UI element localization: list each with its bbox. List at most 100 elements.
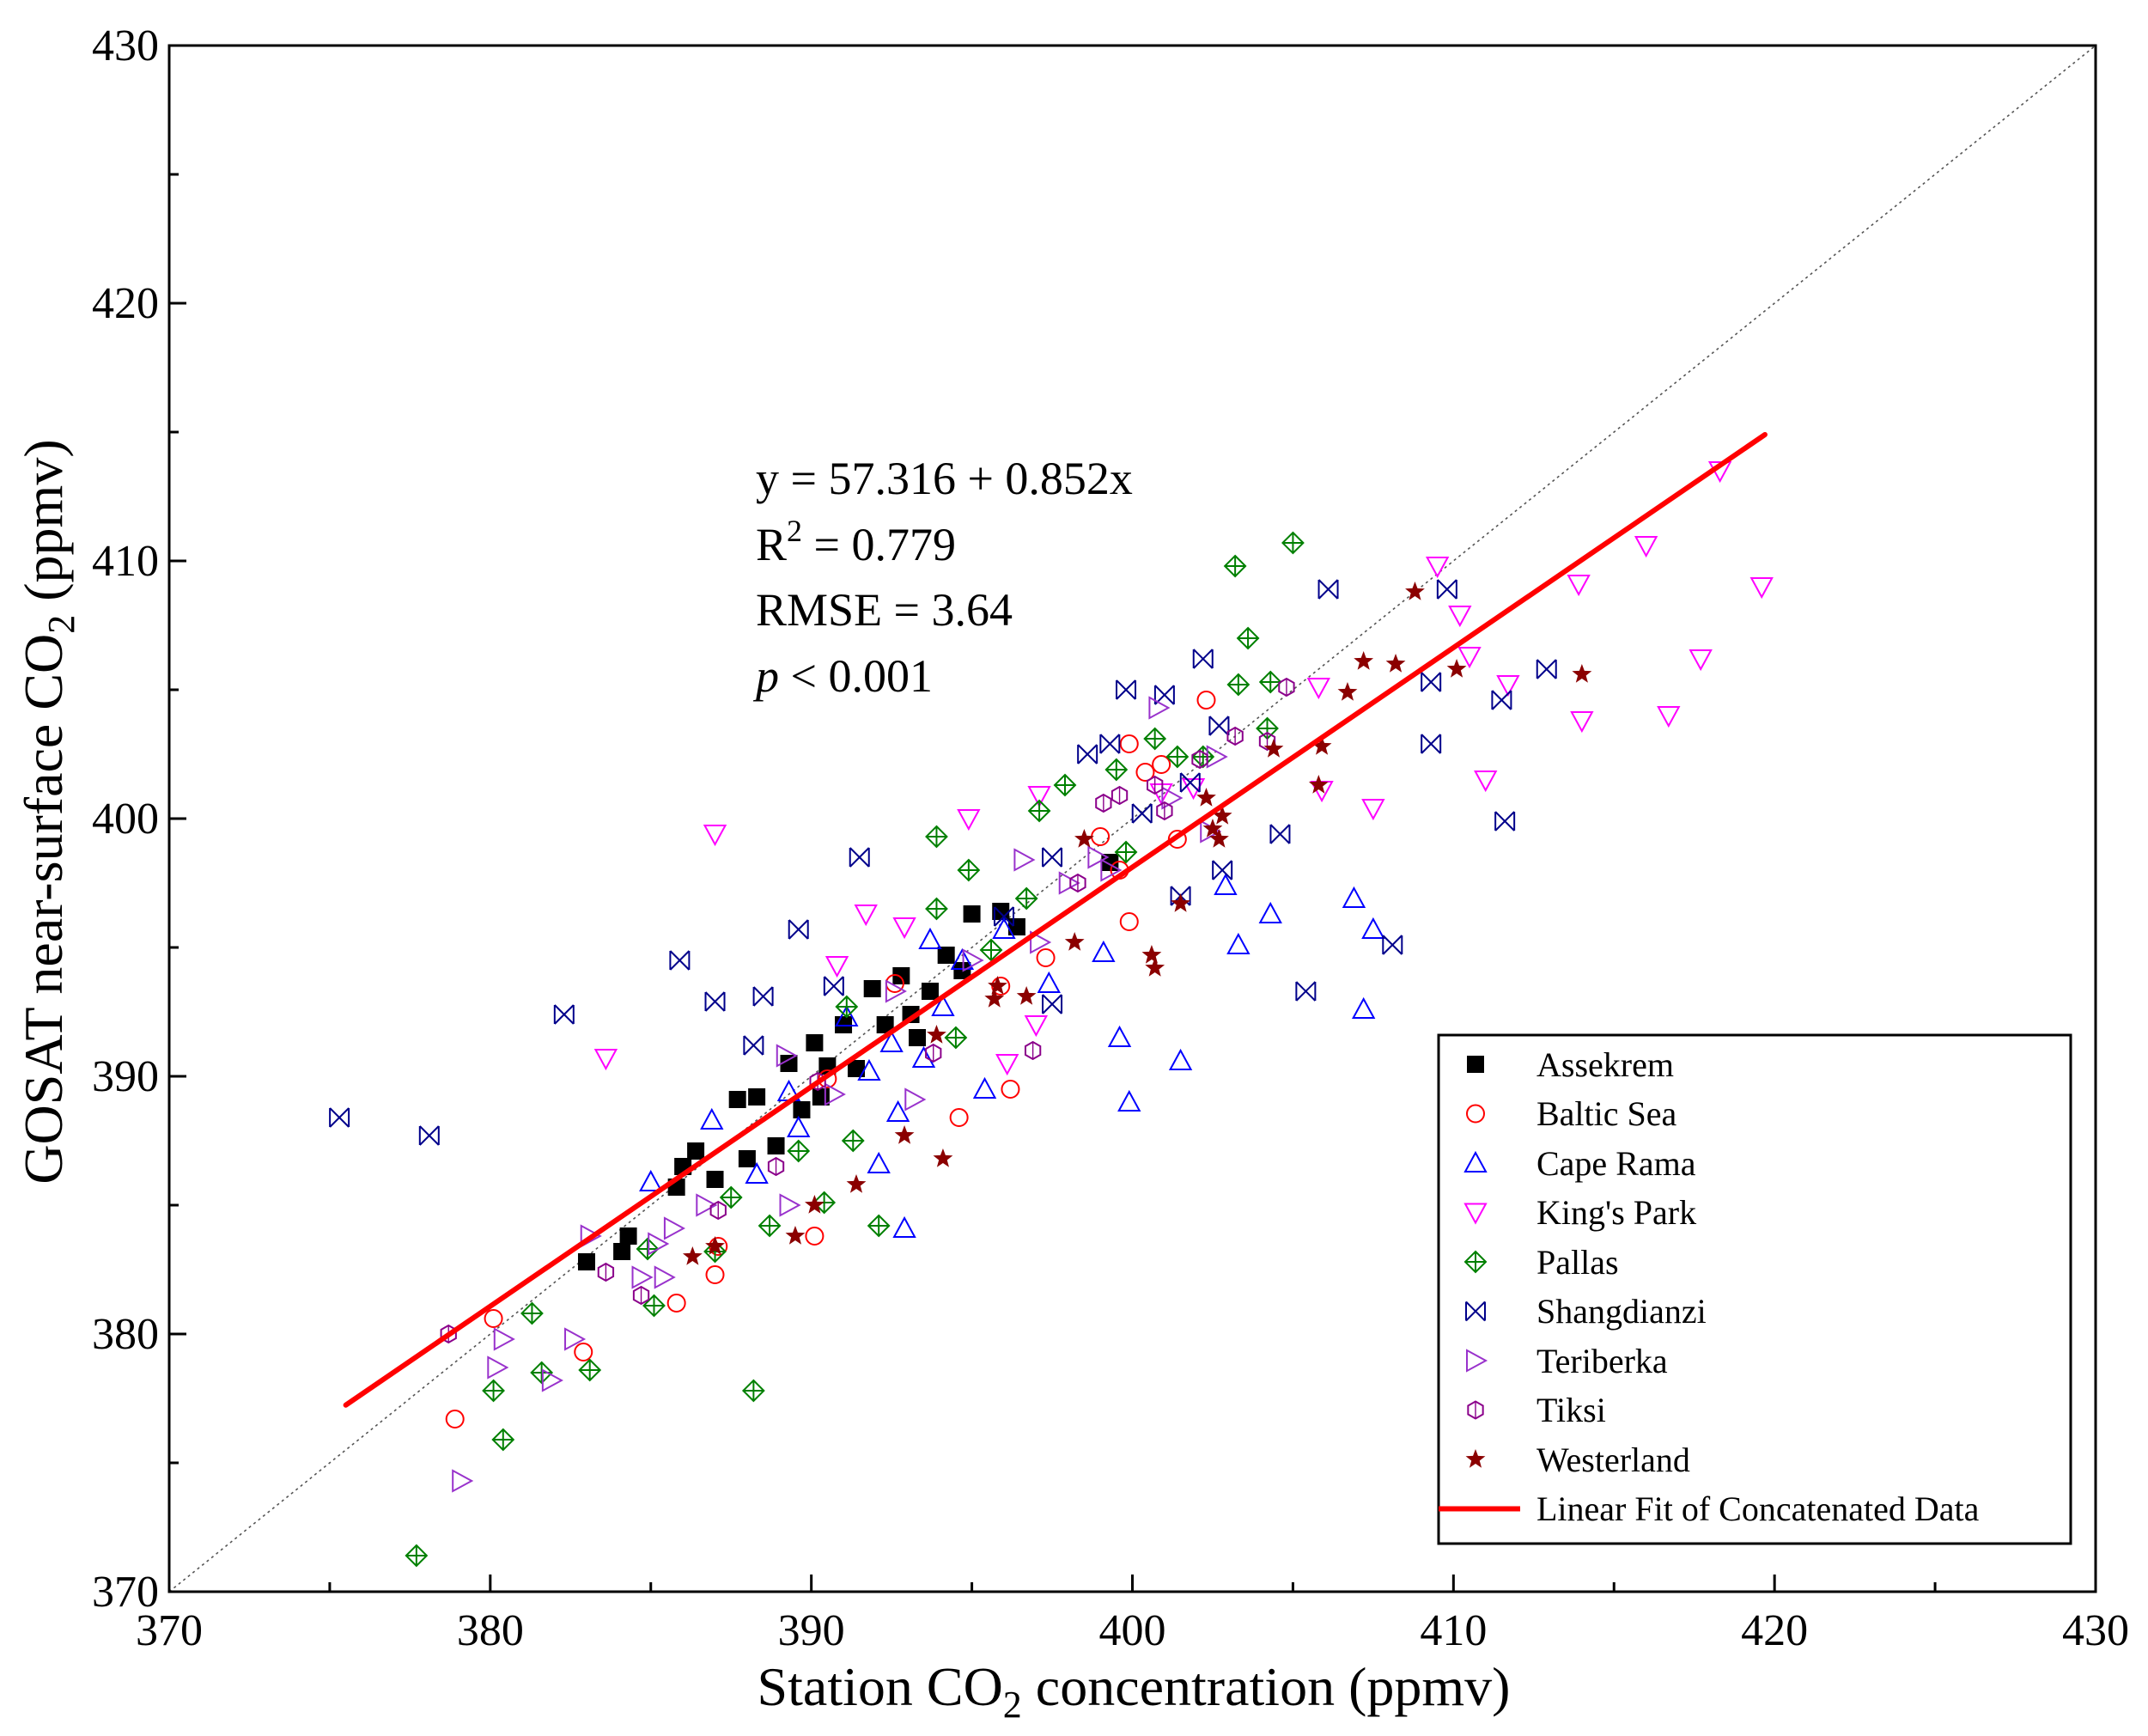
data-point	[1196, 691, 1216, 710]
data-point	[704, 991, 726, 1012]
data-point	[1161, 786, 1184, 810]
data-point	[984, 989, 1005, 1008]
x-tick-labels: 370 380 390 400 410 420 430	[136, 1606, 2129, 1655]
linear-fit-line	[343, 431, 1768, 1408]
data-point	[1191, 745, 1215, 769]
data-point	[700, 1107, 724, 1130]
data-point	[1069, 873, 1086, 893]
data-point	[541, 1368, 563, 1392]
data-point	[1634, 536, 1658, 558]
data-point	[1342, 886, 1366, 908]
data-point	[1191, 749, 1208, 770]
legend-marker	[1467, 1056, 1484, 1073]
data-point	[1311, 736, 1332, 755]
data-point	[1258, 901, 1282, 923]
data-point	[785, 1226, 806, 1245]
series-teriberka	[452, 696, 1228, 1493]
legend-label-teriberka: Teriberka	[1536, 1342, 1668, 1380]
x-axis-title-part: concentration (ppmv)	[1022, 1656, 1511, 1717]
data-point	[767, 1156, 785, 1177]
series-assekrem	[577, 854, 1119, 1270]
data-point	[927, 1025, 946, 1044]
data-point	[1382, 935, 1403, 955]
data-point	[1024, 1040, 1042, 1061]
data-points	[329, 461, 1774, 1568]
x-tick-label: 400	[1099, 1606, 1166, 1655]
data-point	[1567, 575, 1591, 597]
legend-label-linear-fit: Linear Fit of Concatenated Data	[1536, 1489, 1980, 1528]
data-point	[957, 809, 981, 831]
data-point	[648, 1232, 670, 1256]
data-point	[482, 1379, 505, 1403]
data-point	[1116, 679, 1137, 700]
data-point	[1117, 1089, 1141, 1112]
data-point	[1179, 772, 1201, 793]
data-point	[405, 1544, 429, 1568]
legend-label-assekrem: Assekrem	[1536, 1045, 1674, 1084]
data-point	[564, 1327, 587, 1351]
data-point	[767, 1137, 785, 1154]
data-point	[1536, 659, 1557, 679]
data-point	[788, 919, 809, 940]
data-point	[885, 1099, 910, 1122]
data-point	[738, 1150, 756, 1167]
data-point	[1119, 734, 1139, 753]
r-squared-superscript: 2	[787, 514, 802, 548]
data-point	[1171, 893, 1190, 912]
data-point	[1196, 788, 1216, 807]
data-point	[892, 1215, 916, 1238]
data-point	[1226, 726, 1244, 746]
data-point	[1087, 845, 1110, 869]
data-point	[1385, 654, 1406, 673]
x-axis-title-part: Station CO	[758, 1656, 1003, 1717]
data-point	[696, 1193, 718, 1217]
data-point	[682, 1246, 703, 1265]
data-point	[1016, 986, 1037, 1005]
y-axis-title-part: (ppmv)	[13, 439, 74, 614]
data-point	[1474, 771, 1498, 793]
data-point	[329, 1107, 350, 1128]
data-point	[1111, 785, 1129, 806]
data-point	[1027, 786, 1051, 808]
data-point	[933, 1148, 953, 1167]
data-point	[741, 1379, 765, 1403]
series-westerland	[682, 582, 1592, 1265]
data-point	[1064, 932, 1085, 951]
p-value: p < 0.001	[752, 650, 933, 702]
data-point	[1107, 1025, 1132, 1047]
data-point	[578, 1358, 602, 1382]
legend-marker	[1467, 1400, 1484, 1420]
y-tick-label: 420	[92, 279, 159, 328]
data-point	[894, 1125, 915, 1144]
data-point	[642, 1294, 666, 1318]
data-point	[825, 956, 849, 978]
legend-marker	[1465, 1449, 1486, 1468]
data-point	[1570, 711, 1594, 734]
data-point	[925, 825, 948, 849]
data-point	[1496, 675, 1520, 697]
data-point	[979, 938, 1003, 962]
series-cape-rama	[639, 873, 1385, 1238]
data-point	[669, 950, 691, 971]
data-point	[1212, 860, 1233, 880]
data-point	[1037, 971, 1061, 993]
data-point	[849, 847, 870, 868]
data-point	[1317, 579, 1339, 600]
data-point	[892, 967, 910, 984]
data-point	[1030, 930, 1052, 954]
data-point	[1749, 577, 1774, 600]
data-point	[743, 1035, 764, 1056]
data-point	[993, 906, 1014, 927]
data-point	[1657, 706, 1681, 728]
data-point	[806, 1034, 824, 1051]
data-point	[1405, 582, 1425, 600]
r-squared-value: = 0.779	[802, 519, 956, 570]
data-point	[1278, 677, 1295, 697]
data-point	[1092, 940, 1116, 962]
data-point	[1689, 649, 1713, 672]
y-axis-title: GOSAT near-surface CO2 (ppmv)	[13, 439, 82, 1184]
data-point	[776, 1044, 798, 1068]
data-point	[1091, 827, 1111, 846]
data-point	[748, 1088, 766, 1106]
